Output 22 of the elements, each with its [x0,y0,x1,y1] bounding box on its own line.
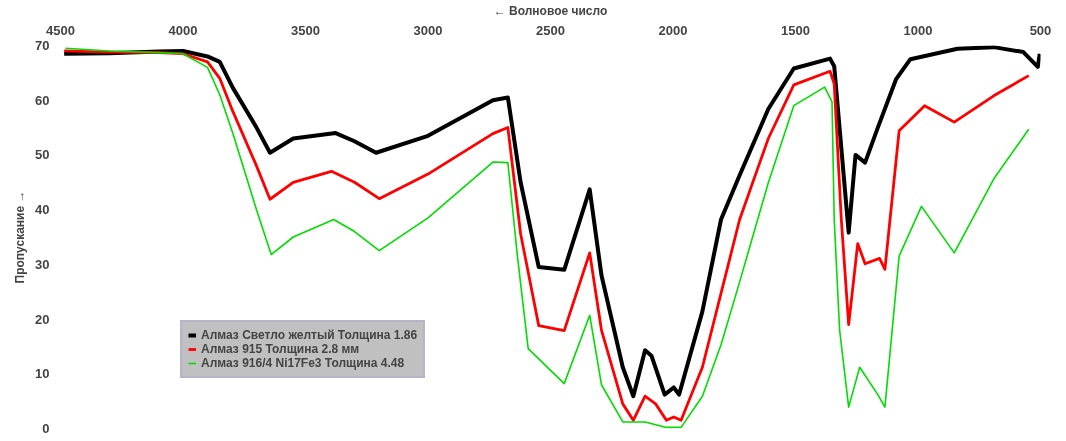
legend-label: Алмаз 916/4 Ni17Fe3 Толщина 4.48 [201,356,405,370]
x-tick-label: 1000 [903,22,933,38]
y-tick-label: 50 [35,147,50,163]
y-tick-label: 40 [35,202,50,218]
x-tick-label: 1500 [781,22,810,38]
x-tick-label: 2000 [658,22,688,38]
x-tick-label: 500 [1029,22,1052,38]
y-tick-label: 20 [35,311,50,327]
y-tick-label: 30 [35,256,50,272]
x-tick-label: 2500 [536,22,565,38]
x-tick-label: 4000 [168,22,198,38]
x-tick-label: 3500 [291,22,320,38]
y-tick-label: 70 [35,38,50,53]
legend-label: Алмаз Светло желтый Толщина 1.86 [201,328,418,342]
y-tick-label: 60 [35,92,50,108]
x-axis-title: ← Волновое число [493,3,608,18]
x-tick-label: 3000 [413,22,443,38]
y-tick-label: 10 [35,366,50,382]
legend-label: Алмаз 915 Толщина 2.8 мм [201,342,360,356]
x-tick-label: 4500 [46,22,75,38]
y-tick-label: 0 [42,421,50,436]
y-axis-title: Пропускание → [13,190,28,284]
